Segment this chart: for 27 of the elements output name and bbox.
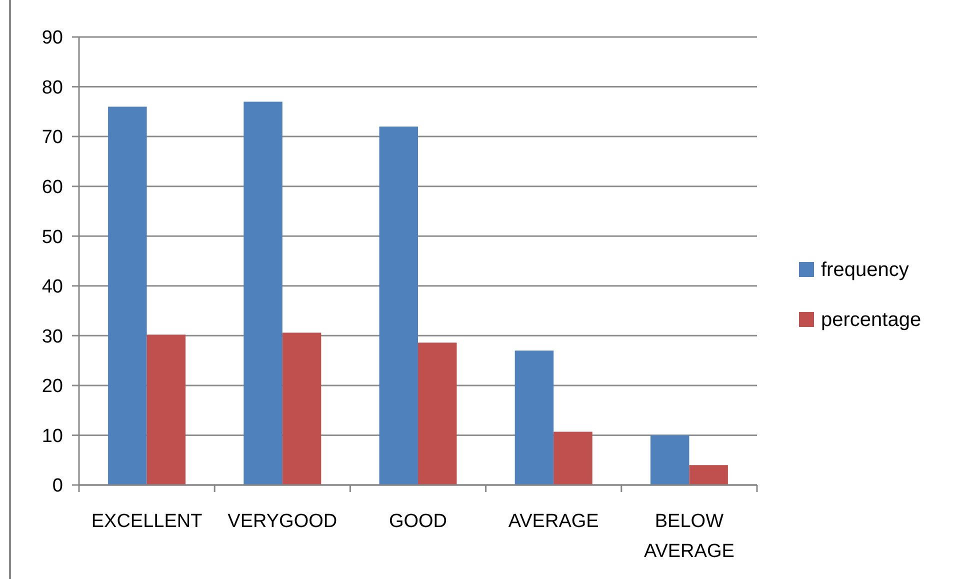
bar bbox=[689, 465, 728, 485]
y-tick-label: 60 bbox=[42, 176, 63, 198]
bar bbox=[418, 342, 457, 485]
bar bbox=[244, 102, 282, 485]
x-tick-label: VERYGOOD bbox=[228, 511, 338, 532]
x-tick-label: EXCELLENT bbox=[91, 511, 203, 532]
bar bbox=[146, 334, 186, 485]
legend-label: percentage bbox=[821, 309, 922, 331]
y-tick-label: 90 bbox=[42, 28, 63, 49]
y-tick-label: 70 bbox=[42, 127, 63, 148]
y-tick-label: 50 bbox=[42, 226, 63, 248]
y-tick-label: 10 bbox=[42, 426, 63, 447]
bar bbox=[379, 126, 418, 485]
y-tick-label: 0 bbox=[52, 476, 63, 497]
y-tick-label: 40 bbox=[42, 276, 63, 298]
x-tick-label: GOOD bbox=[388, 511, 448, 532]
bar bbox=[282, 332, 322, 485]
y-tick-label: 80 bbox=[42, 77, 63, 98]
bar bbox=[554, 432, 592, 485]
y-tick-label: 20 bbox=[42, 376, 63, 398]
x-tick-label: AVERAGE bbox=[508, 511, 599, 532]
bar bbox=[108, 106, 147, 485]
x-tick-label: BELOW AVERAGE bbox=[644, 511, 734, 562]
bar bbox=[514, 350, 554, 485]
bar bbox=[650, 435, 690, 485]
legend-label: frequency bbox=[821, 259, 909, 281]
y-tick-label: 30 bbox=[42, 326, 63, 348]
